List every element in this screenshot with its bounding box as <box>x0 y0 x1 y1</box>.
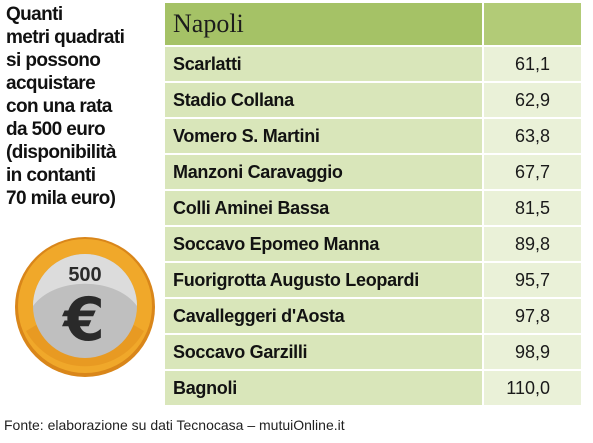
zone-name: Vomero S. Martini <box>165 118 483 155</box>
intro-line: in contanti <box>6 165 96 186</box>
zone-name: Manzoni Caravaggio <box>165 154 483 191</box>
square-meters-value: 81,5 <box>482 190 581 227</box>
source-note: Fonte: elaborazione su dati Tecnocasa – … <box>4 417 345 433</box>
intro-line: con una rata <box>6 96 112 117</box>
zone-name: Colli Aminei Bassa <box>165 190 483 227</box>
zone-name: Cavalleggeri d'Aosta <box>165 298 483 335</box>
euro-symbol: € <box>61 285 105 355</box>
table-header-row: Napoli <box>165 3 581 47</box>
table-row: Vomero S. Martini 63,8 <box>165 118 581 155</box>
table-row: Soccavo Garzilli 98,9 <box>165 334 581 371</box>
square-meters-value: 98,9 <box>482 334 581 371</box>
square-meters-value: 61,1 <box>482 46 581 83</box>
table-row: Soccavo Epomeo Manna 89,8 <box>165 226 581 263</box>
square-meters-value: 63,8 <box>482 118 581 155</box>
intro-text: Quanti metri quadrati si possono acquist… <box>6 3 164 210</box>
square-meters-value: 62,9 <box>482 82 581 119</box>
intro-line: acquistare <box>6 73 96 94</box>
zone-name: Stadio Collana <box>165 82 483 119</box>
zone-name: Soccavo Epomeo Manna <box>165 226 483 263</box>
napoli-table: Napoli Scarlatti 61,1 Stadio Collana 62,… <box>165 3 581 407</box>
value-column-header <box>482 3 581 47</box>
coin-amount: 500 <box>68 264 101 286</box>
coin-rim-band <box>26 324 144 367</box>
square-meters-value: 89,8 <box>482 226 581 263</box>
square-meters-value: 67,7 <box>482 154 581 191</box>
table-row: Colli Aminei Bassa 81,5 <box>165 190 581 227</box>
table-row: Fuorigrotta Augusto Leopardi 95,7 <box>165 262 581 299</box>
table-row: Scarlatti 61,1 <box>165 46 581 83</box>
zone-name: Scarlatti <box>165 46 483 83</box>
square-meters-value: 110,0 <box>482 370 581 407</box>
table-row: Cavalleggeri d'Aosta 97,8 <box>165 298 581 335</box>
square-meters-value: 97,8 <box>482 298 581 335</box>
coin-face-highlight <box>33 254 137 306</box>
table-row: Manzoni Caravaggio 67,7 <box>165 154 581 191</box>
price-table: Napoli Scarlatti 61,1 Stadio Collana 62,… <box>165 3 581 407</box>
table-row: Stadio Collana 62,9 <box>165 82 581 119</box>
zone-name: Fuorigrotta Augusto Leopardi <box>165 262 483 299</box>
intro-line: si possono <box>6 50 101 71</box>
intro-line: (disponibilità <box>6 142 116 163</box>
square-meters-value: 95,7 <box>482 262 581 299</box>
intro-line: metri quadrati <box>6 27 125 48</box>
intro-line: Quanti <box>6 4 63 25</box>
intro-line: 70 mila euro) <box>6 188 116 209</box>
intro-line: da 500 euro <box>6 119 106 140</box>
table-title: Napoli <box>165 3 483 47</box>
zone-name: Bagnoli <box>165 370 483 407</box>
zone-name: Soccavo Garzilli <box>165 334 483 371</box>
euro-coin-graphic: 500 € <box>15 237 155 377</box>
euro-coin-icon: 500 € <box>14 236 156 378</box>
table-row: Bagnoli 110,0 <box>165 370 581 407</box>
